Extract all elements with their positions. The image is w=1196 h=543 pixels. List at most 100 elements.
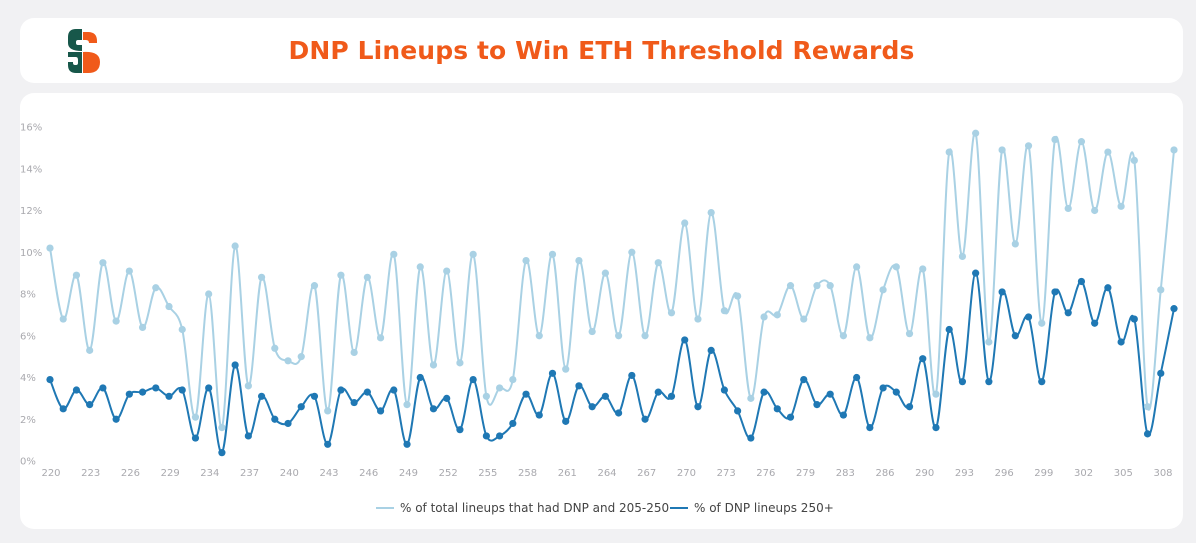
series-2-point xyxy=(1051,288,1059,296)
series-1-point xyxy=(681,219,689,227)
series-2-point xyxy=(324,440,332,448)
series-1-point xyxy=(667,309,676,317)
series-2-point xyxy=(747,434,755,442)
series-2-point xyxy=(456,426,464,434)
series-1-point xyxy=(350,348,358,357)
x-tick-label: 296 xyxy=(995,468,1014,479)
series-1-point xyxy=(615,332,623,340)
series-1-point xyxy=(178,325,186,334)
series-2-point xyxy=(1117,338,1125,346)
series-1-point xyxy=(297,353,305,361)
series-2-point xyxy=(271,415,279,423)
series-1-point xyxy=(443,267,451,275)
series-2-point xyxy=(667,392,676,400)
y-tick-label: 6% xyxy=(20,331,36,342)
y-axis-ticks: 0% 2% 4% 6% 8% 10% 12% 14% 16% xyxy=(20,123,42,468)
chart-card: 0% 2% 4% 6% 8% 10% 12% 14% 16% 220 223 226 229 234 23… xyxy=(20,93,1183,529)
series-2-point xyxy=(575,382,583,390)
series-1-point xyxy=(892,263,900,271)
x-tick-label: 270 xyxy=(677,468,696,479)
series-1-point xyxy=(1143,403,1152,411)
series-1-point xyxy=(575,257,583,265)
series-1-point xyxy=(310,282,319,290)
series-1-point xyxy=(919,265,927,273)
series-1-point xyxy=(496,384,504,392)
series-1-point xyxy=(257,273,266,281)
series-1-point xyxy=(1130,156,1138,164)
series-2-point xyxy=(932,424,940,432)
series-2-point xyxy=(958,378,967,386)
series-1-point xyxy=(99,259,107,267)
series-1-point xyxy=(363,273,371,281)
series-2-point xyxy=(363,388,371,396)
x-tick-label: 293 xyxy=(955,468,974,479)
y-tick-label: 10% xyxy=(20,248,42,259)
series-2-point xyxy=(191,434,200,442)
series-2-point xyxy=(297,403,305,411)
series-2-point xyxy=(562,417,570,425)
series-2-point xyxy=(522,390,530,398)
series-2-point xyxy=(138,388,147,396)
series-1-point xyxy=(853,263,861,271)
series-2-point xyxy=(86,401,94,409)
series-1-point xyxy=(786,282,795,290)
series-1-point xyxy=(1011,240,1019,248)
series-2-point xyxy=(1130,315,1138,323)
series-2-point xyxy=(244,432,252,440)
series-2-point xyxy=(681,336,689,344)
series-1-point xyxy=(707,208,715,217)
series-2-point xyxy=(231,361,239,369)
legend-label: % of total lineups that had DNP and 205-… xyxy=(400,501,669,515)
series-2-point xyxy=(310,392,319,400)
series-1-point xyxy=(958,252,967,261)
series-1-point xyxy=(112,317,120,325)
y-tick-label: 4% xyxy=(20,373,36,384)
series-1-point xyxy=(879,286,887,294)
chart-title: DNP Lineups to Win ETH Threshold Rewards xyxy=(288,36,915,65)
series-1-point xyxy=(244,382,252,390)
logo-s-shape xyxy=(68,29,82,51)
series-1-point xyxy=(1104,148,1112,156)
series-1-point xyxy=(1051,135,1059,144)
y-tick-label: 8% xyxy=(20,290,36,301)
series-2-point xyxy=(826,390,834,398)
series-1-point xyxy=(760,313,768,321)
series-1-point xyxy=(191,413,200,421)
series-1-point xyxy=(972,129,980,137)
series-2-point xyxy=(152,384,160,392)
x-tick-label: 234 xyxy=(200,468,219,479)
series-line-1 xyxy=(49,131,1175,429)
series-2-point xyxy=(1143,430,1152,438)
series-1-point xyxy=(1157,286,1165,294)
series-1-point xyxy=(482,392,490,400)
series-2-point xyxy=(350,398,358,407)
series-1-point xyxy=(72,271,81,279)
x-tick-label: 267 xyxy=(637,468,656,479)
series-2-point xyxy=(482,432,490,440)
x-tick-label: 237 xyxy=(240,468,259,479)
series-2-point xyxy=(1091,319,1099,327)
series-1-point xyxy=(1064,204,1072,213)
series-1-point xyxy=(1024,142,1033,150)
series-2-point xyxy=(1170,305,1178,313)
series-2-point xyxy=(112,415,120,423)
x-tick-label: 246 xyxy=(359,468,378,479)
series-1-point xyxy=(813,282,821,290)
series-1-point xyxy=(522,257,530,265)
series-2-point xyxy=(257,392,266,400)
logo-orange-shape xyxy=(83,32,100,73)
series-2-point xyxy=(99,384,107,392)
series-2-point xyxy=(535,411,543,419)
series-1-point xyxy=(628,248,636,256)
x-tick-label: 229 xyxy=(161,468,180,479)
series-1-point xyxy=(588,327,596,336)
series-2-point xyxy=(615,409,623,417)
series-2-point xyxy=(509,419,517,428)
series-1-point xyxy=(548,250,557,258)
series-line-2 xyxy=(49,272,1175,454)
series-2-point xyxy=(205,384,213,392)
series-points xyxy=(46,129,1178,457)
series-2-point xyxy=(654,388,662,396)
x-tick-label: 240 xyxy=(280,468,299,479)
series-1-point xyxy=(284,357,292,365)
